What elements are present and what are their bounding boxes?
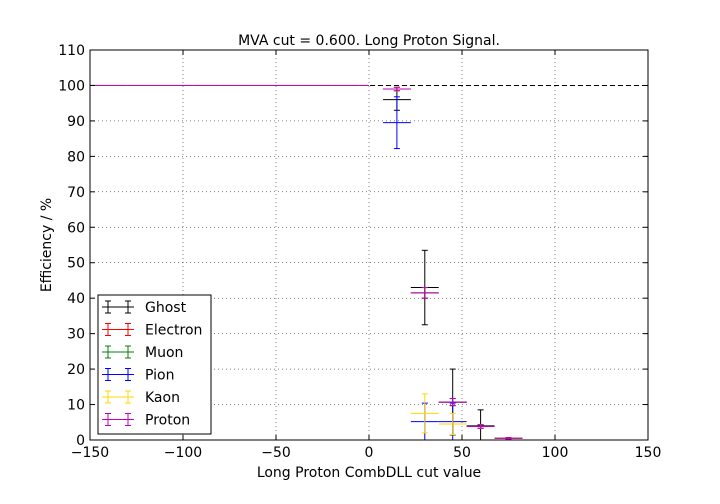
axis-ticks: −150 −100 −50 0 50 100 150 0 10 20 30 40 50 60 70 80 90 1… <box>58 43 661 461</box>
legend-label: Pion <box>145 368 174 384</box>
legend: Ghost Electron Muon Pion Kaon Proton <box>97 294 212 435</box>
data-point <box>382 86 411 92</box>
data-point <box>410 287 439 299</box>
x-tick-label: 150 <box>635 445 662 461</box>
x-axis-label: Long Proton CombDLL cut value <box>257 465 481 481</box>
legend-item-kaon: Kaon <box>102 390 180 406</box>
x-tick-label: 100 <box>542 445 569 461</box>
data-point <box>410 393 439 434</box>
y-tick-label: 90 <box>67 114 85 130</box>
x-tick-label: 50 <box>453 445 471 461</box>
x-tick-label: −100 <box>164 445 202 461</box>
chart-title: MVA cut = 0.600. Long Proton Signal. <box>238 33 500 49</box>
y-tick-label: 60 <box>67 220 85 236</box>
y-tick-label: 110 <box>58 43 85 59</box>
legend-item-electron: Electron <box>102 323 202 339</box>
y-axis-label: Efficiency / % <box>39 198 55 292</box>
data-point <box>466 424 495 429</box>
legend-label: Muon <box>145 345 183 361</box>
series-group <box>90 84 523 441</box>
data-point <box>438 398 467 407</box>
legend-item-muon: Muon <box>102 345 183 361</box>
data-point <box>494 437 523 440</box>
data-point <box>438 412 467 436</box>
legend-label: Kaon <box>145 390 180 406</box>
y-tick-label: 100 <box>58 78 85 94</box>
legend-label: Ghost <box>145 300 187 316</box>
y-tick-label: 20 <box>67 362 85 378</box>
y-tick-label: 40 <box>67 291 85 307</box>
x-tick-label: 0 <box>365 445 374 461</box>
y-tick-label: 50 <box>67 256 85 272</box>
data-point <box>382 96 411 150</box>
series-proton <box>90 84 523 440</box>
legend-label: Proton <box>145 413 190 429</box>
y-tick-label: 80 <box>67 149 85 165</box>
y-tick-label: 70 <box>67 185 85 201</box>
legend-item-proton: Proton <box>102 413 190 429</box>
legend-item-ghost: Ghost <box>102 300 187 316</box>
y-tick-label: 10 <box>67 398 85 414</box>
legend-item-pion: Pion <box>102 368 174 384</box>
y-tick-label: 0 <box>76 433 85 449</box>
x-tick-label: −50 <box>261 445 291 461</box>
x-tick-label: −150 <box>71 445 109 461</box>
legend-box <box>97 294 212 435</box>
y-tick-label: 30 <box>67 327 85 343</box>
legend-label: Electron <box>145 323 202 339</box>
